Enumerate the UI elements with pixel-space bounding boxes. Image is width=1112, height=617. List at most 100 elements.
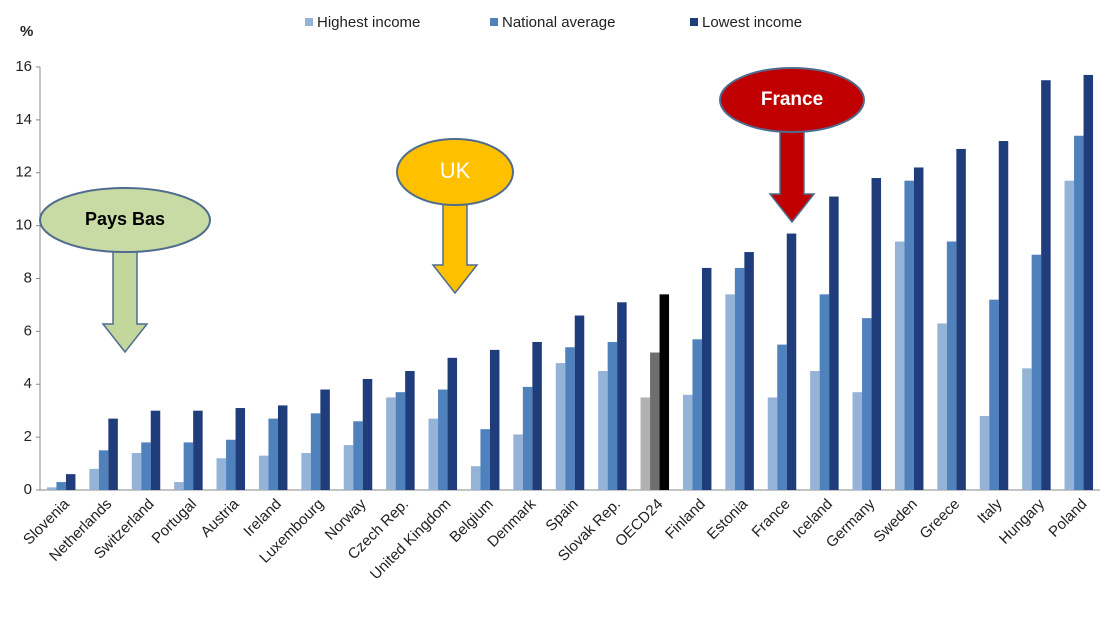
x-tick-label: Italy	[974, 495, 1006, 527]
bar	[428, 418, 439, 490]
bar	[386, 397, 396, 490]
bar	[871, 178, 882, 490]
bar	[438, 389, 448, 490]
bar	[819, 294, 830, 490]
x-tick-label: France	[749, 496, 794, 541]
bar	[183, 442, 194, 490]
bar	[131, 452, 142, 490]
bar	[913, 167, 924, 490]
bar	[1083, 74, 1094, 491]
x-tick-label: Portugal	[149, 496, 201, 548]
bar	[150, 410, 161, 490]
callout-arrow	[431, 202, 479, 295]
bar	[810, 371, 820, 490]
bar	[320, 389, 330, 490]
bar	[767, 397, 778, 490]
x-tick-label: Spain	[542, 496, 581, 535]
bar	[277, 405, 288, 490]
x-tick-label: Austria	[197, 495, 242, 540]
y-tick-label: 4	[24, 375, 32, 392]
bar	[692, 339, 702, 490]
callout-bubble	[396, 138, 514, 206]
bar	[98, 450, 109, 490]
bar	[513, 434, 523, 490]
legend-swatch	[490, 18, 498, 26]
bar	[1064, 180, 1075, 490]
y-tick-label: 8	[24, 269, 32, 286]
bar	[56, 482, 66, 490]
bar	[682, 394, 693, 490]
bar	[353, 421, 363, 490]
bar	[701, 267, 712, 490]
bar	[258, 455, 269, 490]
x-tick-label: Hungary	[996, 495, 1048, 547]
bar	[226, 439, 236, 490]
callout-text: Pays Bas	[85, 209, 165, 229]
bar	[235, 408, 246, 490]
bar	[598, 371, 608, 490]
bar	[956, 148, 966, 491]
bar	[174, 482, 184, 490]
callout-arrow	[768, 129, 816, 224]
bar	[362, 378, 373, 490]
bar	[489, 349, 500, 490]
bar	[574, 315, 585, 490]
bar	[46, 487, 57, 490]
bar	[786, 233, 797, 490]
bar	[193, 410, 203, 490]
legend-label: Highest income	[317, 14, 420, 31]
x-tick-label: Sweden	[870, 496, 920, 546]
bar	[1022, 368, 1032, 490]
bar	[894, 241, 905, 490]
bar	[141, 442, 151, 490]
callout-bubble	[39, 187, 211, 253]
bar	[862, 318, 872, 490]
callout-text: France	[761, 89, 823, 110]
bar	[607, 341, 618, 490]
bar	[310, 413, 321, 490]
bar	[301, 452, 311, 490]
bar	[1031, 254, 1042, 490]
bar	[640, 397, 651, 490]
bar	[447, 357, 458, 490]
y-axis-label: %	[20, 23, 33, 40]
legend-label: National average	[502, 14, 615, 31]
x-tick-label: Finland	[662, 496, 709, 543]
bar	[532, 341, 542, 490]
bar	[852, 392, 863, 490]
bar	[108, 418, 118, 490]
bar	[777, 344, 787, 490]
bar	[1041, 80, 1051, 490]
x-tick-label: Estonia	[704, 495, 752, 543]
bar	[555, 363, 566, 490]
y-tick-label: 12	[15, 164, 32, 181]
bar	[829, 196, 839, 490]
y-tick-label: 6	[24, 322, 32, 339]
y-tick-label: 16	[15, 58, 32, 75]
y-tick-label: 2	[24, 428, 32, 445]
bar	[734, 267, 745, 490]
bar	[617, 302, 627, 490]
bar	[989, 299, 999, 490]
bar	[343, 445, 354, 490]
bar	[268, 418, 278, 490]
bar	[522, 386, 533, 490]
bar	[89, 468, 99, 490]
callout-text: UK	[440, 158, 471, 183]
bar	[565, 347, 575, 490]
bar	[725, 294, 735, 490]
legend-label: Lowest income	[702, 14, 802, 31]
legend-swatch	[305, 18, 313, 26]
y-tick-label: 14	[15, 111, 32, 128]
bar	[65, 474, 76, 490]
callout-bubble	[719, 67, 865, 133]
bar	[395, 392, 406, 490]
bar	[405, 371, 415, 490]
callout-arrow	[101, 249, 149, 354]
x-tick-label: Greece	[916, 496, 963, 543]
bar	[659, 294, 670, 490]
bar	[480, 429, 490, 490]
legend-swatch	[690, 18, 698, 26]
